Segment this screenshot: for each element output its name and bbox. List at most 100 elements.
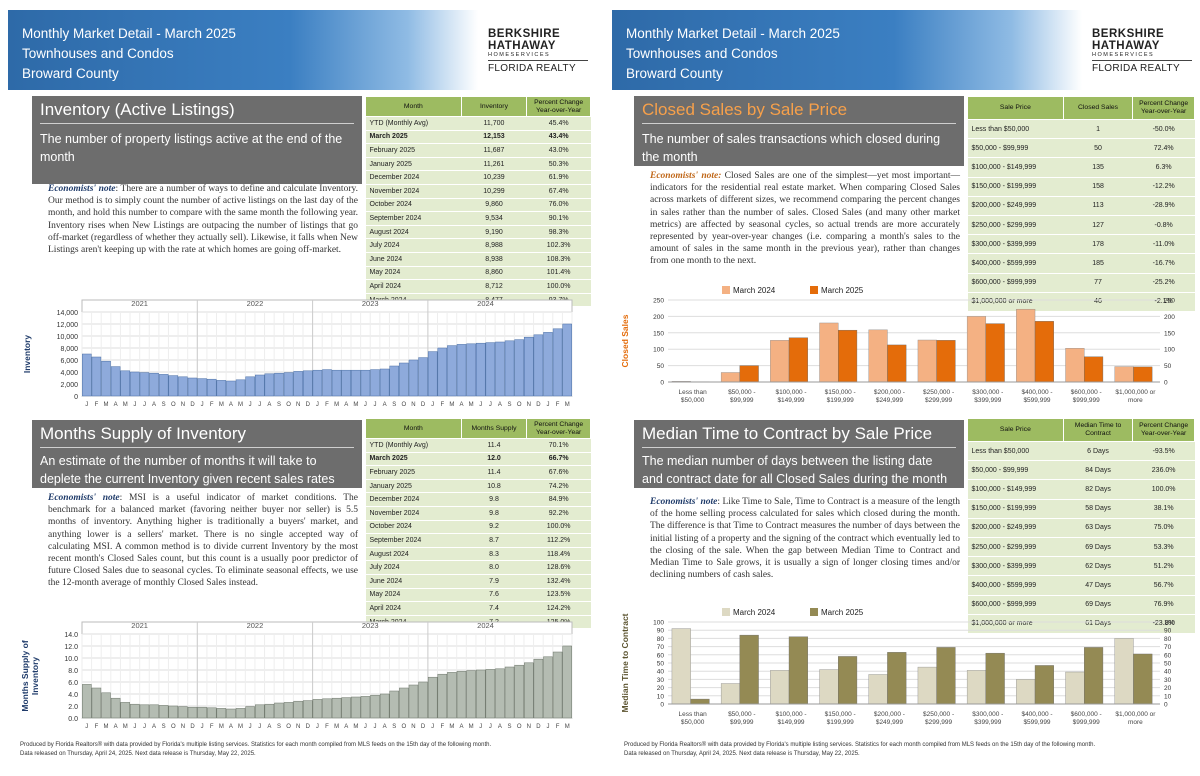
table-cell: 8,988: [461, 238, 527, 253]
table-cell: 9,534: [461, 211, 527, 226]
y-tick-label: 12,000: [57, 322, 79, 329]
x-tick-label: $50,000 -: [728, 711, 755, 718]
table-row: $600,000 - $999,999 69 Days 76.9%: [967, 595, 1195, 615]
x-tick-label: $150,000 -: [825, 389, 856, 396]
table-cell: -23.8%: [1132, 614, 1195, 634]
table-cell: Less than $50,000: [967, 119, 1064, 140]
bar: [447, 345, 457, 397]
table-row: $200,000 - $249,999 113 -28.9%: [967, 196, 1195, 216]
bar: [139, 372, 150, 397]
bar-2025: [1034, 665, 1054, 705]
table-row: March 2025 12,153 43.4%: [365, 130, 591, 145]
table-cell: 50: [1063, 138, 1133, 159]
legend-swatch: [722, 286, 730, 294]
table-row: April 2024 7.4 124.2%: [365, 601, 591, 616]
x-tick-label: M: [565, 724, 570, 730]
table-row: September 2024 8.7 112.2%: [365, 533, 591, 548]
table-cell: July 2024: [365, 238, 462, 253]
table-row: $100,000 - $149,999 82 Days 100.0%: [967, 479, 1195, 500]
x-tick-label: M: [353, 402, 358, 408]
x-tick-label: M: [334, 724, 339, 730]
x-tick-label: O: [286, 402, 291, 408]
bar: [303, 370, 313, 397]
x-tick-label: J: [489, 724, 492, 730]
table-cell: 74.2%: [526, 479, 591, 494]
x-tick-label: O: [171, 402, 176, 408]
table-header-cell: Percent Change Year-over-Year: [1132, 418, 1195, 442]
bar: [303, 700, 313, 719]
table-cell: 69 Days: [1063, 537, 1133, 558]
y-tick-label: 0: [660, 702, 664, 709]
table-row: February 2025 11,687 43.0%: [365, 143, 591, 158]
x-tick-label: Less than: [679, 711, 708, 718]
table-cell: -50.0%: [1132, 119, 1195, 140]
logo-line3: HOMESERVICES: [1092, 52, 1192, 61]
bar-2024: [1114, 638, 1134, 705]
table-cell: 75.0%: [1132, 518, 1195, 538]
x-tick-label: M: [334, 402, 339, 408]
legend-label: March 2025: [821, 608, 864, 617]
bar: [197, 378, 207, 397]
x-tick-label: J: [133, 402, 136, 408]
bar-2025: [1133, 366, 1153, 383]
bar: [533, 658, 544, 719]
x-tick-label: A: [383, 724, 387, 730]
inventory-title-panel: Inventory (Active Listings) The number o…: [32, 96, 362, 184]
bar: [264, 373, 275, 397]
table-header-cell: Median Time to Contract: [1062, 418, 1134, 442]
table-cell: 236.0%: [1132, 460, 1195, 481]
bar-2025: [887, 652, 907, 705]
bar: [360, 369, 371, 397]
bar-2025: [985, 652, 1005, 705]
right-header: Monthly Market Detail - March 2025 Townh…: [612, 10, 1082, 90]
table-row: November 2024 10,299 67.4%: [365, 184, 591, 199]
x-tick-label: $299,999: [925, 719, 952, 726]
x-tick-label: O: [286, 724, 291, 730]
bar-2025: [936, 647, 956, 705]
bar: [351, 369, 361, 397]
y-tick-label: 50: [657, 661, 665, 668]
table-cell: $50,000 - $99,999: [967, 138, 1064, 159]
table-cell: 76.0%: [526, 198, 591, 213]
note-text: : MSI is a useful indicator of market co…: [48, 493, 358, 589]
table-row: $150,000 - $199,999 158 -12.2%: [967, 177, 1195, 197]
y-tick-label-right: 50: [1164, 661, 1172, 668]
table-cell: January 2025: [365, 157, 462, 172]
y-tick-label: 30: [657, 677, 665, 684]
x-tick-label: J: [479, 402, 482, 408]
legend-swatch: [810, 608, 818, 616]
year-label: 2023: [362, 299, 379, 308]
year-label: 2022: [247, 299, 264, 308]
note-text: : There are a number of ways to define a…: [48, 184, 359, 256]
x-tick-label: J: [431, 724, 434, 730]
table-cell: 38.1%: [1132, 499, 1195, 519]
x-tick-label: $50,000: [681, 719, 705, 726]
bar: [341, 697, 351, 719]
table-cell: 158: [1063, 177, 1133, 197]
closed-title-panel: Closed Sales by Sale Price The number of…: [634, 96, 964, 166]
bar-2025: [739, 365, 759, 383]
brand-logo: BERKSHIRE HATHAWAY HOMESERVICES FLORIDA …: [1092, 28, 1192, 74]
note-label: Economists' note:: [650, 171, 722, 181]
table-header-cell: Month: [365, 418, 462, 439]
right-page: Monthly Market Detail - March 2025 Townh…: [612, 0, 1196, 776]
msi-note: Economists' note: MSI is a useful indica…: [48, 492, 358, 590]
bar-2025: [788, 337, 808, 383]
median-title: Median Time to Contract by Sale Price: [642, 424, 956, 448]
x-tick-label: $400,000 -: [1021, 711, 1052, 718]
table-cell: -93.5%: [1132, 441, 1195, 462]
table-cell: 61.9%: [526, 170, 591, 185]
year-label: 2021: [131, 299, 148, 308]
table-row: Less than $50,000 6 Days -93.5%: [967, 441, 1195, 462]
closed-title: Closed Sales by Sale Price: [642, 100, 956, 124]
note-label: Economists' note: [48, 493, 120, 503]
bar: [341, 369, 351, 397]
bar: [437, 673, 448, 719]
table-cell: Less than $50,000: [967, 441, 1064, 462]
y-tick-label-right: 0: [1164, 702, 1168, 709]
table-cell: 53.3%: [1132, 537, 1195, 558]
bar-2024: [720, 683, 741, 705]
x-tick-label: $200,000 -: [874, 389, 905, 396]
bar: [495, 341, 505, 397]
x-tick-label: J: [374, 402, 377, 408]
